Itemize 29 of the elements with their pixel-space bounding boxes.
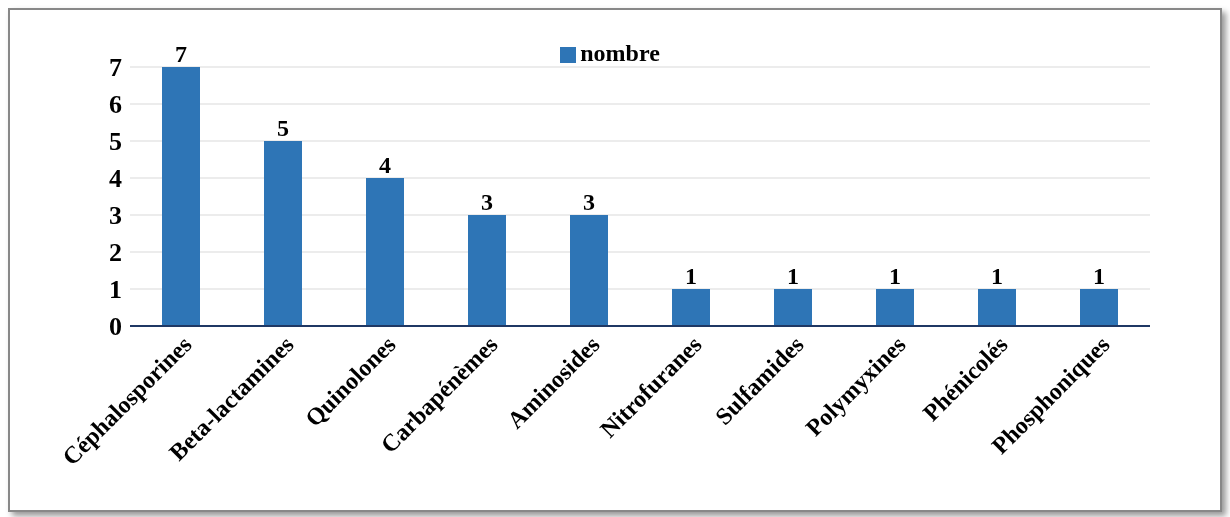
bar [978,289,1016,326]
data-label: 1 [685,263,697,289]
data-label: 1 [787,263,799,289]
y-tick-label: 2 [109,238,122,268]
data-label: 1 [991,263,1003,289]
bar [672,289,710,326]
data-label: 4 [379,152,391,178]
data-label: 1 [889,263,901,289]
y-tick-label: 5 [109,127,122,157]
data-label: 3 [481,189,493,215]
bar [570,215,608,326]
data-label: 5 [277,115,289,141]
y-tick-label: 0 [109,312,122,342]
data-label: 1 [1093,263,1105,289]
bar [366,178,404,326]
data-label: 7 [175,41,187,67]
bar [162,67,200,326]
bar [1080,289,1118,326]
bar [468,215,506,326]
y-tick-label: 1 [109,275,122,305]
bar [876,289,914,326]
legend-label: nombre [580,40,660,66]
data-label: 3 [583,189,595,215]
y-tick-label: 6 [109,90,122,120]
y-tick-label: 3 [109,201,122,231]
y-tick-label: 7 [109,53,122,83]
bar [264,141,302,326]
bar [774,289,812,326]
y-tick-label: 4 [109,164,122,194]
